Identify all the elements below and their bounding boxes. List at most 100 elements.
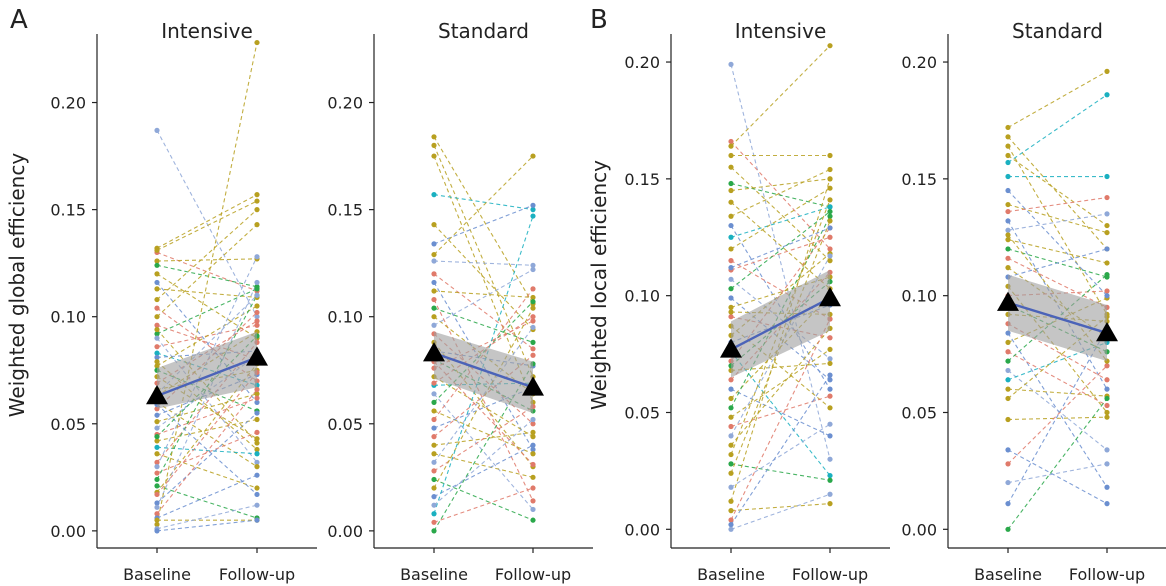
- baseline-point: [431, 391, 437, 397]
- followup-point: [827, 185, 833, 191]
- followup-point: [1104, 194, 1110, 201]
- followup-point: [530, 314, 536, 320]
- followup-point: [530, 461, 536, 468]
- baseline-point: [431, 476, 437, 483]
- y-tick-label: 0.05: [327, 415, 363, 434]
- baseline-point: [154, 504, 160, 510]
- followup-point: [827, 258, 833, 264]
- subject-line: [156, 374, 258, 416]
- baseline-point: [1005, 208, 1011, 215]
- followup-point: [530, 352, 536, 358]
- subject-line: [730, 227, 831, 269]
- followup-point: [827, 386, 833, 392]
- subject-line: [1007, 328, 1108, 504]
- baseline-point: [728, 377, 734, 383]
- followup-point: [254, 399, 260, 405]
- baseline-point: [728, 309, 734, 315]
- followup-point: [530, 324, 536, 331]
- subject-line: [156, 42, 258, 525]
- followup-point: [827, 43, 833, 49]
- subject-line: [1007, 204, 1108, 234]
- baseline-point: [431, 528, 437, 534]
- followup-point: [254, 395, 260, 401]
- baseline-point: [431, 271, 437, 277]
- baseline-point: [431, 305, 437, 311]
- subject-line: [1007, 190, 1108, 297]
- baseline-point: [728, 522, 734, 528]
- subject-line: [433, 419, 534, 506]
- followup-point: [254, 410, 260, 416]
- followup-point: [530, 474, 536, 480]
- subject-line: [730, 348, 831, 418]
- baseline-point: [431, 502, 437, 508]
- followup-point: [254, 464, 260, 470]
- subject-line: [433, 487, 534, 523]
- followup-point: [827, 208, 833, 215]
- subject-line: [433, 320, 534, 369]
- subject-line: [156, 485, 258, 519]
- followup-point: [1104, 92, 1110, 98]
- subject-line: [433, 224, 534, 330]
- subject-line: [156, 194, 258, 249]
- baseline-point: [154, 354, 160, 360]
- y-tick-label: 0.15: [327, 201, 363, 220]
- followup-point: [530, 346, 536, 352]
- baseline-point: [728, 258, 734, 264]
- subject-line: [433, 444, 534, 498]
- baseline-point: [1005, 232, 1011, 238]
- baseline-point: [1005, 330, 1011, 336]
- followup-point: [254, 222, 260, 228]
- mean-trend-line: [1007, 301, 1108, 335]
- subject-line: [433, 155, 534, 255]
- subject-line: [433, 194, 534, 211]
- followup-point: [1104, 293, 1110, 299]
- facet-local-intensive: Intensive 0.00 0.05 0.10 0.15 0.20 Baseline Fol…: [624, 19, 890, 584]
- x-tick-label: Baseline: [123, 565, 191, 584]
- followup-point: [254, 39, 260, 46]
- baseline-point: [154, 350, 160, 356]
- followup-point: [1104, 395, 1110, 402]
- followup-point: [530, 416, 536, 423]
- baseline-point: [154, 521, 160, 528]
- confidence-band: [157, 331, 257, 409]
- baseline-point: [154, 322, 160, 328]
- y-tick-label: 0.00: [624, 520, 660, 539]
- followup-point: [530, 339, 536, 345]
- baseline-point: [728, 222, 734, 229]
- subject-line: [730, 166, 831, 262]
- subject-line: [156, 130, 258, 317]
- subject-line: [730, 503, 831, 512]
- baseline-point: [431, 416, 437, 423]
- subject-line: [156, 342, 258, 463]
- y-tick-label: 0.20: [50, 94, 86, 113]
- baseline-point: [154, 279, 160, 286]
- subject-line: [156, 329, 258, 444]
- followup-point: [827, 218, 833, 224]
- baseline-point: [1005, 187, 1011, 194]
- followup-point: [827, 346, 833, 353]
- panel-letter-a: A: [10, 5, 28, 35]
- baseline-point: [154, 500, 160, 506]
- baseline-point: [431, 425, 437, 431]
- followup-point: [254, 517, 260, 523]
- baseline-point: [1005, 358, 1011, 364]
- y-tick-label: 0.00: [901, 520, 937, 539]
- baseline-point: [728, 234, 734, 240]
- baseline-point: [728, 423, 734, 430]
- subject-line: [1007, 449, 1108, 505]
- followup-point: [530, 266, 536, 273]
- facet-title: Standard: [1012, 19, 1103, 43]
- subject-line: [156, 401, 258, 468]
- mean-marker-triangle: [997, 291, 1019, 311]
- followup-point: [1104, 501, 1110, 507]
- subject-line: [156, 224, 258, 318]
- baseline-point: [154, 419, 160, 425]
- baseline-point: [154, 451, 160, 457]
- subject-line: [156, 372, 258, 495]
- x-tick-label: Baseline: [697, 565, 765, 584]
- y-tick-label: 0.15: [901, 170, 937, 189]
- baseline-point: [431, 222, 437, 228]
- followup-point: [254, 472, 260, 478]
- followup-point: [254, 451, 260, 457]
- subject-line: [1007, 351, 1108, 406]
